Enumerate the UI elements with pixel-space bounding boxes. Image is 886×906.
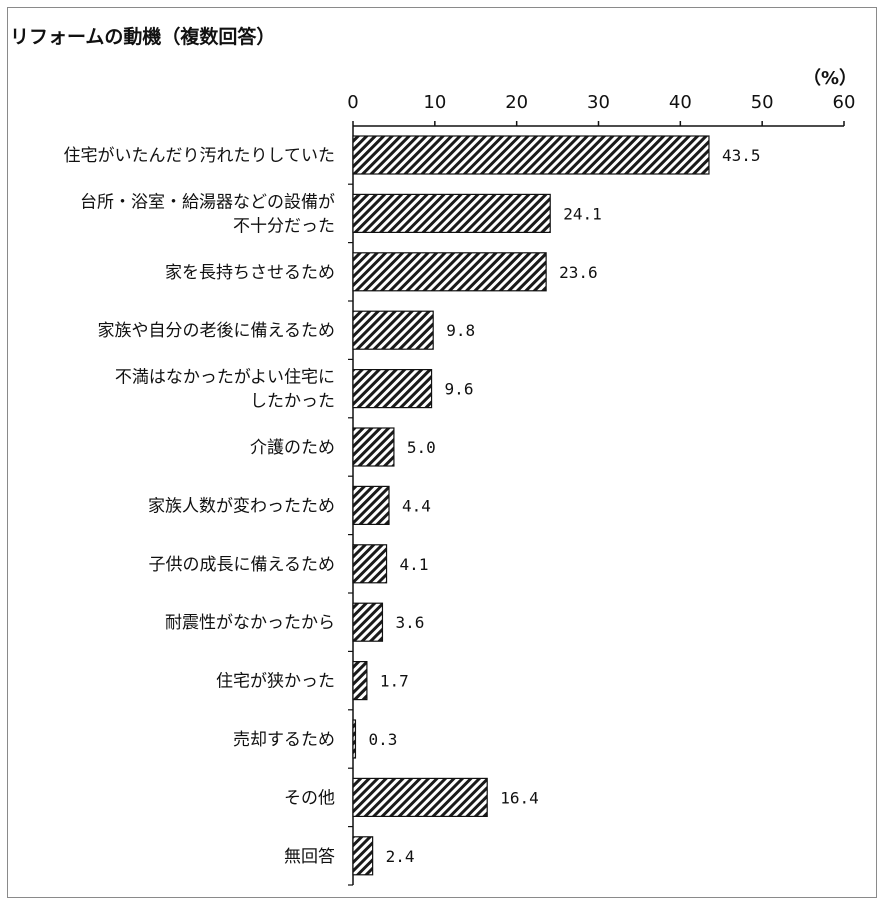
category-label: 不十分だった <box>233 216 335 236</box>
chart-title: リフォームの動機（複数回答） <box>10 26 276 48</box>
data-label: 4.4 <box>402 496 431 515</box>
bar <box>352 544 388 584</box>
data-label: 43.5 <box>722 146 761 165</box>
data-label: 3.6 <box>395 613 424 632</box>
category-label: 介護のため <box>250 438 335 458</box>
data-label: 9.8 <box>446 321 475 340</box>
bar <box>352 427 395 467</box>
bar <box>352 719 357 759</box>
bar <box>352 135 710 175</box>
x-tick-label: 40 <box>669 92 692 113</box>
category-label: 台所・浴室・給湯器などの設備が <box>80 192 335 212</box>
bar <box>352 369 433 409</box>
axis-layer: 0 10 20 30 40 50 60 （%） <box>347 68 857 886</box>
bar <box>352 485 390 525</box>
data-label: 9.6 <box>445 380 474 399</box>
bar <box>352 777 488 818</box>
data-label: 1.7 <box>380 672 409 691</box>
label-layer: 43.5 住宅がいたんだり汚れたりしていた 24.1 台所・浴室・給湯器などの設備が不… <box>64 146 761 867</box>
bar <box>352 836 374 876</box>
x-tick-label: 50 <box>751 92 774 113</box>
data-label: 24.1 <box>563 204 602 223</box>
x-tick-label: 0 <box>347 92 358 113</box>
data-label: 5.0 <box>407 438 436 457</box>
data-label: 0.3 <box>368 730 397 749</box>
data-label: 4.1 <box>400 555 429 574</box>
category-label: 住宅がいたんだり汚れたりしていた <box>64 146 336 166</box>
category-label: 住宅が狭かった <box>216 672 335 692</box>
category-label: したかった <box>250 392 335 412</box>
bar-layer <box>352 135 710 876</box>
bar <box>352 310 434 350</box>
category-label: 売却するため <box>233 730 335 750</box>
category-label: 不満はなかったがよい住宅に <box>115 368 335 388</box>
x-tick-label: 20 <box>505 92 528 113</box>
category-label: 子供の成長に備えるため <box>149 555 336 575</box>
category-label: 耐震性がなかったから <box>165 613 335 633</box>
bar <box>352 602 384 642</box>
x-tick-label: 10 <box>423 92 446 113</box>
x-tick-label: 30 <box>587 92 610 113</box>
category-label: 家族人数が変わったため <box>148 496 335 516</box>
x-tick-label: 60 <box>833 92 856 113</box>
bar <box>352 660 368 701</box>
data-label: 16.4 <box>500 788 539 807</box>
category-label: 家族や自分の老後に備えるため <box>98 321 336 341</box>
data-label: 23.6 <box>559 263 598 282</box>
bar <box>352 193 551 233</box>
bar <box>352 252 547 292</box>
unit-label: （%） <box>803 68 857 89</box>
category-label: 家を長持ちさせるため <box>165 263 335 283</box>
data-label: 2.4 <box>386 847 415 866</box>
category-label: その他 <box>284 788 335 808</box>
category-label: 無回答 <box>284 847 335 867</box>
